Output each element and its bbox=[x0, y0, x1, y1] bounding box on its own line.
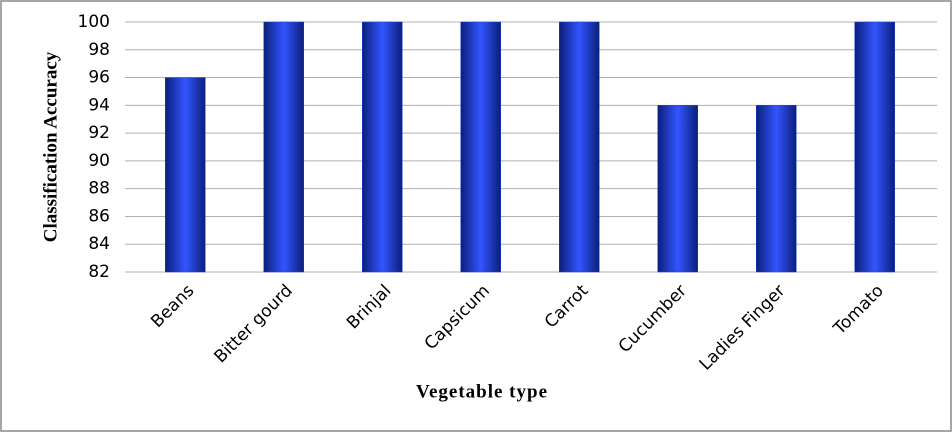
y-tick-label: 96 bbox=[88, 68, 110, 88]
bar bbox=[657, 105, 698, 273]
bar bbox=[756, 105, 797, 273]
bar bbox=[460, 21, 501, 273]
y-axis-label: Classification Accuracy bbox=[40, 51, 61, 242]
bar bbox=[263, 21, 304, 273]
y-tick-label: 86 bbox=[88, 206, 110, 226]
bar bbox=[559, 21, 600, 273]
bar bbox=[362, 21, 403, 273]
y-tick-label: 92 bbox=[88, 123, 110, 143]
bar bbox=[854, 21, 895, 273]
y-tick-label: 82 bbox=[88, 262, 110, 282]
y-tick-label: 98 bbox=[88, 40, 110, 60]
y-tick-label: 94 bbox=[88, 95, 110, 115]
x-axis-label: Vegetable type bbox=[416, 381, 548, 402]
y-tick-label: 100 bbox=[78, 12, 110, 32]
y-tick-label: 88 bbox=[88, 179, 110, 199]
y-tick-label: 90 bbox=[88, 151, 110, 171]
bar bbox=[165, 77, 206, 273]
y-tick-label: 84 bbox=[88, 234, 110, 254]
